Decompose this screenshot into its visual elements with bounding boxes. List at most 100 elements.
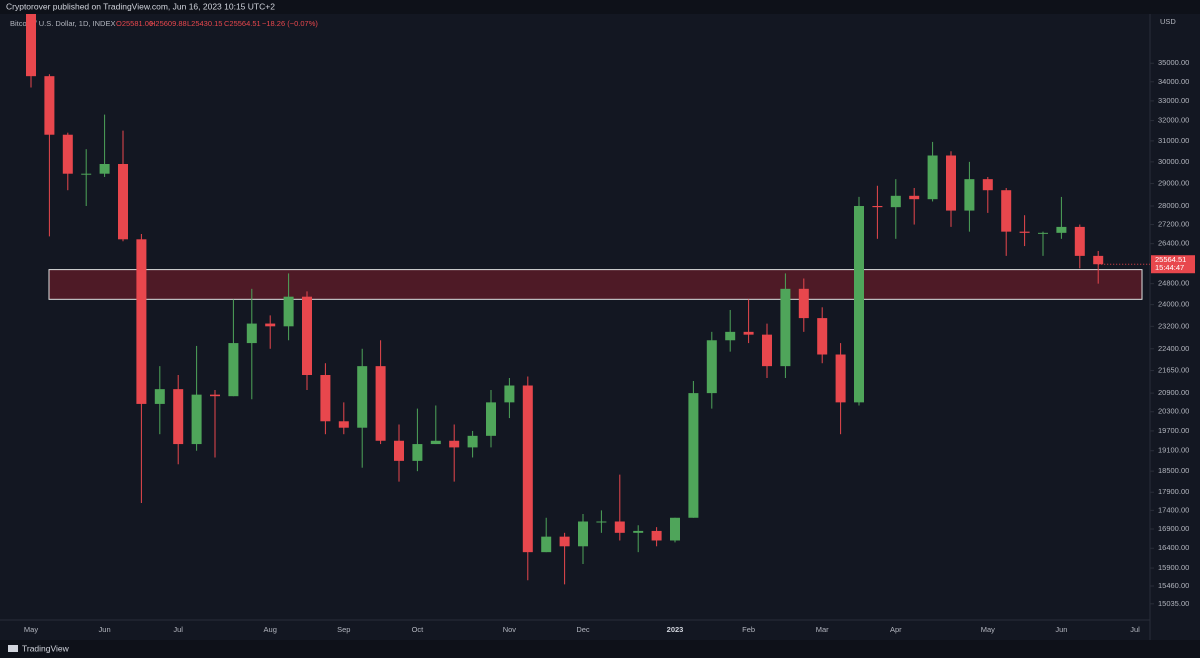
x-tick-label: Feb [742, 625, 755, 634]
candle-body [118, 163, 128, 240]
y-tick-label: 15900.00 [1158, 563, 1189, 572]
y-tick-label: 32000.00 [1158, 116, 1189, 125]
x-tick-label: Oct [412, 625, 425, 634]
x-tick-label: Mar [816, 625, 829, 634]
x-tick-label: May [24, 625, 38, 634]
candle-body [909, 195, 920, 200]
y-tick-label: 20300.00 [1158, 407, 1189, 416]
candle-body [375, 366, 386, 441]
candle-body [633, 530, 644, 533]
y-tick-label: 16900.00 [1158, 524, 1189, 533]
candle-body [762, 334, 772, 367]
y-tick-label: 26400.00 [1158, 239, 1189, 248]
candle-body [854, 206, 864, 403]
candle-body [964, 179, 975, 211]
candle-body [338, 421, 349, 428]
candle-body [798, 288, 809, 319]
header-bar [0, 0, 1200, 14]
y-tick-label: 17900.00 [1158, 487, 1189, 496]
candle-body [486, 402, 496, 436]
support-zone [48, 269, 1143, 300]
candle-body [173, 389, 184, 445]
y-tick-label: 16400.00 [1158, 543, 1189, 552]
x-tick-label: Dec [576, 625, 590, 634]
candle-body [394, 440, 404, 461]
candle-body [559, 536, 570, 547]
x-tick-label: Jun [99, 625, 111, 634]
candle-body [946, 155, 956, 211]
y-tick-label: 22400.00 [1158, 344, 1189, 353]
candle-body [688, 393, 699, 518]
y-tick-label: 19700.00 [1158, 426, 1189, 435]
legend-symbol: Bitcoin / U.S. Dollar, 1D, INDEX [10, 19, 115, 28]
candle-body [81, 173, 92, 175]
candle-body [504, 385, 515, 403]
candle-body [26, 14, 36, 77]
y-tick-label: 27200.00 [1158, 220, 1189, 229]
y-tick-label: 28000.00 [1158, 201, 1189, 210]
legend-close: C25564.51 [224, 19, 261, 28]
legend-change: −18.26 (−0.07%) [262, 19, 318, 28]
candle-body [872, 206, 883, 208]
candle-body [1038, 232, 1048, 234]
candle-body [283, 296, 294, 327]
x-tick-label: May [981, 625, 995, 634]
candle-body [982, 179, 993, 191]
candle-body [99, 163, 110, 174]
y-tick-label: 24000.00 [1158, 300, 1189, 309]
footer-logo [8, 645, 18, 652]
candle-body [357, 366, 368, 428]
price-label: 25564.51 [1155, 255, 1186, 264]
y-tick-label: 20900.00 [1158, 388, 1189, 397]
candle-body [1001, 190, 1012, 232]
candle-body [44, 76, 55, 135]
y-tick-label: 23200.00 [1158, 321, 1189, 330]
x-tick-label: Nov [503, 625, 517, 634]
x-tick-label: Aug [264, 625, 277, 634]
candle-body [449, 440, 460, 448]
candle-body [320, 375, 331, 422]
legend-high: H25609.88 [150, 19, 187, 28]
candle-body [706, 340, 717, 394]
candle-body [817, 318, 828, 355]
candle-body [890, 195, 901, 208]
candle-body [725, 331, 736, 341]
candle-body [136, 239, 147, 404]
y-tick-label: 35000.00 [1158, 58, 1189, 67]
candle-body [302, 296, 312, 376]
x-tick-label: Jul [1130, 625, 1140, 634]
y-tick-label: 17400.00 [1158, 505, 1189, 514]
y-tick-label: 33000.00 [1158, 96, 1189, 105]
legend-open: O25581.00 [116, 19, 153, 28]
candle-body [541, 536, 552, 553]
candle-body [430, 440, 441, 445]
candle-body [651, 530, 662, 541]
candle-body [467, 435, 478, 448]
candle-body [835, 354, 846, 403]
candle-body [596, 521, 607, 523]
candle-body [62, 134, 73, 174]
candle-body [1056, 226, 1067, 233]
x-tick-label: 2023 [667, 625, 684, 634]
y-tick-label: 29000.00 [1158, 179, 1189, 188]
y-tick-label: 34000.00 [1158, 77, 1189, 86]
currency-label: USD [1160, 17, 1176, 26]
candle-body [1093, 255, 1104, 265]
candle-body [154, 389, 165, 404]
footer-bar [0, 640, 1200, 658]
price-label-box [1151, 255, 1195, 274]
candle-body [412, 444, 423, 461]
y-tick-label: 15460.00 [1158, 581, 1189, 590]
x-tick-label: Jun [1055, 625, 1067, 634]
y-tick-label: 15035.00 [1158, 599, 1189, 608]
candle-body [578, 521, 588, 547]
plot-area [26, 14, 1143, 585]
candle-body [191, 394, 202, 445]
candle-body [743, 331, 754, 335]
countdown-label: 15:44:47 [1155, 263, 1184, 272]
candle-body [927, 155, 938, 200]
header-text: Cryptorover published on TradingView.com… [6, 1, 275, 11]
